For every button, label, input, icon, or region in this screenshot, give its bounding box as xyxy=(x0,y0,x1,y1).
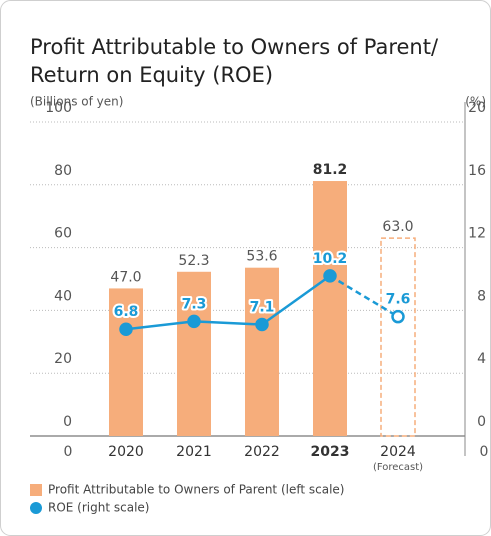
roe-value-label: 7.6 xyxy=(386,292,411,308)
bar-value-label: 52.3 xyxy=(178,253,209,269)
bar-value-label: 81.2 xyxy=(313,162,348,178)
y2-tick-label: 0 xyxy=(477,414,486,430)
y2-tick-label: 4 xyxy=(477,351,486,367)
legend-label: Profit Attributable to Owners of Parent … xyxy=(48,483,344,497)
roe-point xyxy=(187,314,201,329)
y2-tick-label: 8 xyxy=(477,288,486,304)
legend-swatch xyxy=(30,484,42,496)
y2-tick-label: 12 xyxy=(468,226,486,242)
y-tick-label: 20 xyxy=(54,351,72,367)
bar xyxy=(177,271,211,436)
roe-point xyxy=(255,317,269,332)
roe-point xyxy=(119,322,133,336)
roe-value-label: 7.1 xyxy=(250,300,275,316)
legend-swatch xyxy=(30,502,42,514)
bar xyxy=(245,267,279,436)
legend-label: ROE (right scale) xyxy=(48,501,149,515)
roe-point xyxy=(391,309,405,324)
x-tick-sublabel: (Forecast) xyxy=(373,462,423,473)
y-tick-label: 40 xyxy=(54,288,72,304)
x-tick-label: 2021 xyxy=(176,444,212,460)
y-tick-label: 80 xyxy=(54,163,72,179)
bar-value-label: 53.6 xyxy=(246,249,277,265)
roe-line xyxy=(125,274,331,331)
y-axis-label: (Billions of yen) xyxy=(30,95,123,109)
y2-tick-label: 20 xyxy=(468,100,486,116)
x-tick-label: 2024 xyxy=(380,444,416,460)
roe-value-label: 7.3 xyxy=(182,296,207,312)
bar xyxy=(313,181,347,436)
chart-title-line: Profit Attributable to Owners of Parent/ xyxy=(30,35,439,59)
y-tick-label: 60 xyxy=(54,226,72,242)
bar-value-label: 47.0 xyxy=(110,269,141,285)
x2-origin-label: 0 xyxy=(480,444,489,460)
roe-value-label: 10.2 xyxy=(313,251,348,267)
bar xyxy=(109,288,143,436)
y2-axis-label: (%) xyxy=(465,95,486,109)
roe-forecast-line xyxy=(329,274,399,318)
x-tick-label: 2022 xyxy=(244,444,280,460)
roe-value-label: 6.8 xyxy=(114,304,139,320)
y2-tick-label: 16 xyxy=(468,163,486,179)
bar-value-label: 63.0 xyxy=(382,219,413,235)
x-origin-label: 0 xyxy=(64,444,73,460)
chart-title-line: Return on Equity (ROE) xyxy=(30,63,273,87)
y-tick-label: 0 xyxy=(63,414,72,430)
bar xyxy=(380,237,416,437)
roe-point xyxy=(323,269,337,283)
x-tick-label: 2020 xyxy=(108,444,144,460)
y-tick-label: 100 xyxy=(45,100,72,116)
x-tick-label: 2023 xyxy=(311,444,350,460)
